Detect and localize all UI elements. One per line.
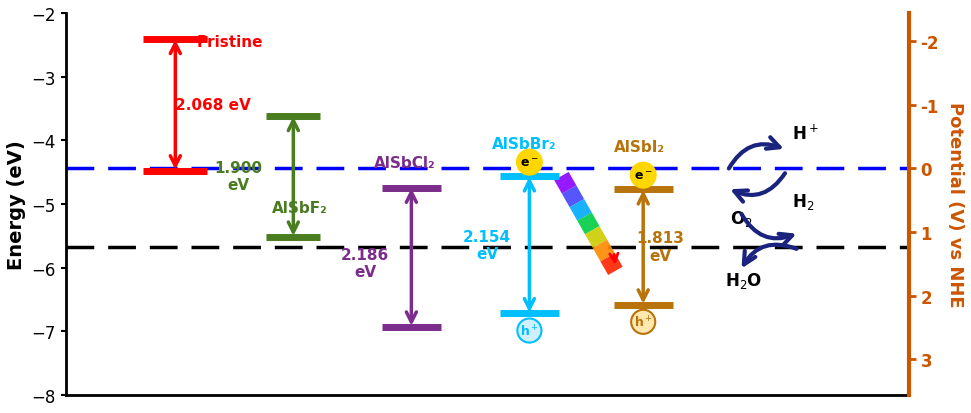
Text: h$^+$: h$^+$ xyxy=(634,314,653,330)
Text: 1.900
eV: 1.900 eV xyxy=(215,160,262,193)
Text: 2.154
eV: 2.154 eV xyxy=(463,229,512,261)
Text: 1.813
eV: 1.813 eV xyxy=(636,231,684,263)
Text: AlSbBr₂: AlSbBr₂ xyxy=(491,137,556,152)
Text: e$^-$: e$^-$ xyxy=(634,169,653,182)
Text: AlSbCl₂: AlSbCl₂ xyxy=(374,156,435,171)
Text: h$^+$: h$^+$ xyxy=(519,323,539,338)
Text: H$_2$O: H$_2$O xyxy=(725,271,762,291)
Text: Pristine: Pristine xyxy=(196,35,263,50)
Y-axis label: Energy (eV): Energy (eV) xyxy=(7,140,26,269)
Text: AlSbF₂: AlSbF₂ xyxy=(272,200,328,215)
Text: 2.068 eV: 2.068 eV xyxy=(176,98,251,113)
Text: H$_2$: H$_2$ xyxy=(792,191,815,211)
Text: AlSbI₂: AlSbI₂ xyxy=(614,140,665,155)
Text: e$^-$: e$^-$ xyxy=(520,156,539,169)
Y-axis label: Potential (V) vs NHE: Potential (V) vs NHE xyxy=(946,102,964,307)
Text: 2.186
eV: 2.186 eV xyxy=(341,247,389,280)
Text: O$_2$: O$_2$ xyxy=(730,209,753,228)
Text: H$^+$: H$^+$ xyxy=(792,124,820,143)
